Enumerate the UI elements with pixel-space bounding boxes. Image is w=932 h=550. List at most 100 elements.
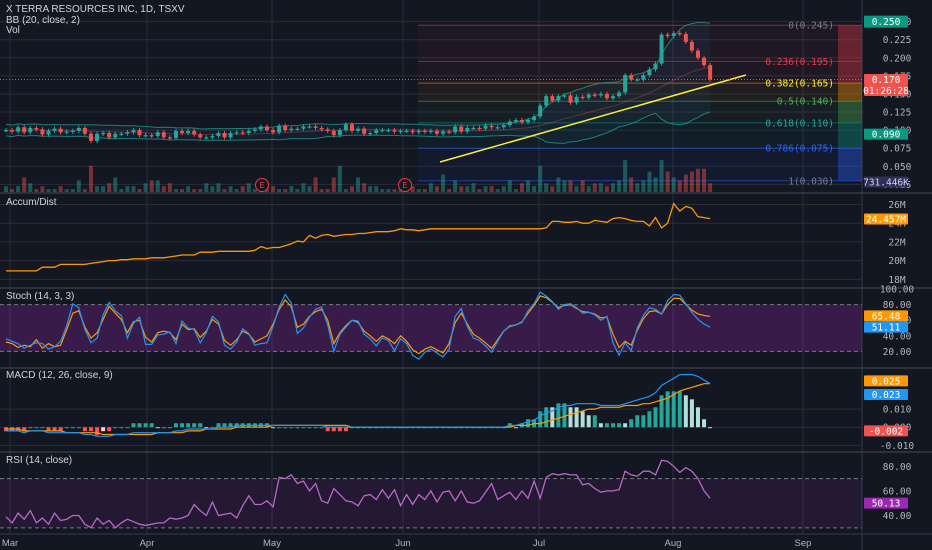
volume-bar: [374, 186, 379, 192]
candle: [265, 124, 270, 133]
candle: [180, 128, 185, 136]
accum-dist-pane[interactable]: [6, 202, 711, 272]
volume-bar: [538, 165, 543, 192]
candle-body: [22, 127, 27, 133]
rsi-pane[interactable]: [0, 459, 862, 529]
volume-bar: [252, 189, 257, 192]
accum-dist-badge-text: 24.457M: [866, 214, 906, 225]
last-price-badge-text: 0.170: [872, 75, 901, 86]
price-axis[interactable]: 0.2500.2250.2000.1750.1500.1250.1000.075…: [863, 15, 914, 522]
macd-histogram-bar: [52, 427, 57, 432]
candle: [416, 128, 421, 135]
candle-body: [137, 130, 142, 136]
candle: [301, 124, 306, 131]
stoch-k-badge-bg: [864, 321, 908, 333]
candle: [143, 133, 148, 138]
candle-body: [592, 94, 597, 96]
macd-histogram-bar: [641, 415, 646, 428]
bb-upper-badge-bg: [864, 15, 908, 28]
fib-level-label: 0.618(0.110): [765, 118, 834, 129]
candle-body: [82, 127, 87, 134]
candle-body: [647, 69, 652, 76]
earnings-marker-circle: [255, 178, 269, 192]
candle-body: [416, 130, 421, 133]
earnings-marker-label: E: [259, 181, 264, 190]
candle-body: [604, 93, 609, 99]
macd-histogram-bar: [192, 423, 197, 428]
candle-body: [4, 130, 8, 132]
candle-body: [88, 133, 93, 141]
candle-body: [240, 132, 245, 134]
candle: [368, 130, 373, 136]
candle: [471, 125, 476, 131]
candle: [422, 128, 427, 134]
candle: [544, 93, 549, 108]
candle: [689, 39, 694, 53]
candle: [513, 117, 518, 124]
volume-bar: [635, 183, 640, 192]
volume-bar: [422, 189, 427, 192]
stoch-pane[interactable]: [0, 291, 862, 360]
macd-histogram-bar: [629, 419, 634, 428]
macd-histogram-bar: [586, 415, 591, 428]
earnings-marker: E: [398, 178, 412, 192]
candle: [629, 72, 634, 82]
candle: [349, 122, 354, 134]
candle-body: [404, 130, 409, 133]
candle: [556, 93, 561, 103]
candle-body: [708, 65, 713, 80]
candle: [374, 127, 379, 136]
candle-body: [641, 75, 646, 80]
macd-histogram-bar: [526, 419, 531, 428]
time-tick-label: Apr: [140, 538, 155, 549]
candle-body: [10, 130, 15, 132]
candle-body: [101, 133, 106, 135]
candle-body: [161, 132, 166, 138]
volume-bar: [598, 183, 603, 192]
rsi-badge: 50.13: [864, 497, 908, 510]
volume-bar: [568, 180, 573, 192]
candle: [88, 131, 93, 144]
volume-bar: [501, 186, 506, 192]
candle: [665, 32, 670, 39]
candle-body: [677, 33, 682, 35]
fib-zone: [418, 148, 862, 181]
volume-bar: [131, 186, 136, 192]
candle: [325, 127, 330, 134]
macd-hist-badge: -0.002: [864, 425, 908, 437]
macd-histogram-bar: [46, 427, 51, 432]
candle-body: [307, 126, 312, 128]
candle: [22, 125, 27, 135]
stoch-tick-label: 20.00: [883, 347, 912, 358]
volume-bar: [513, 189, 518, 192]
macd-pane[interactable]: [4, 374, 713, 437]
candle: [192, 128, 197, 137]
macd-histogram-bar: [647, 411, 652, 428]
macd-histogram-bar: [544, 407, 549, 428]
candle: [392, 127, 397, 134]
bb-upper-badge: 0.250: [864, 15, 908, 28]
macd-hist-badge-text: -0.002: [869, 426, 903, 437]
macd-histogram-bar: [689, 399, 694, 428]
volume-bar: [410, 186, 415, 192]
volume-bar: [307, 186, 312, 192]
candle: [319, 125, 324, 132]
candle: [501, 122, 506, 130]
macd-histogram-bar: [592, 415, 597, 428]
time-axis[interactable]: Mar Apr May Jun Jul Aug Sep: [2, 538, 812, 549]
candle: [574, 94, 579, 105]
volume-bar: [483, 186, 488, 192]
candle-body: [489, 125, 494, 128]
price-pane[interactable]: 0(0.245) 0.236(0.195) 0.382(0.165) 0.5(0.14…: [0, 21, 862, 192]
candle: [313, 124, 318, 131]
volume-bar: [167, 183, 172, 192]
candle-body: [392, 130, 397, 132]
macd-histogram-bar: [107, 427, 112, 432]
candle: [653, 61, 658, 72]
macd-histogram-bar: [659, 395, 664, 428]
candle-body: [167, 137, 172, 139]
bb-lower-badge: 0.090: [864, 128, 908, 141]
volume-bar: [416, 189, 421, 192]
